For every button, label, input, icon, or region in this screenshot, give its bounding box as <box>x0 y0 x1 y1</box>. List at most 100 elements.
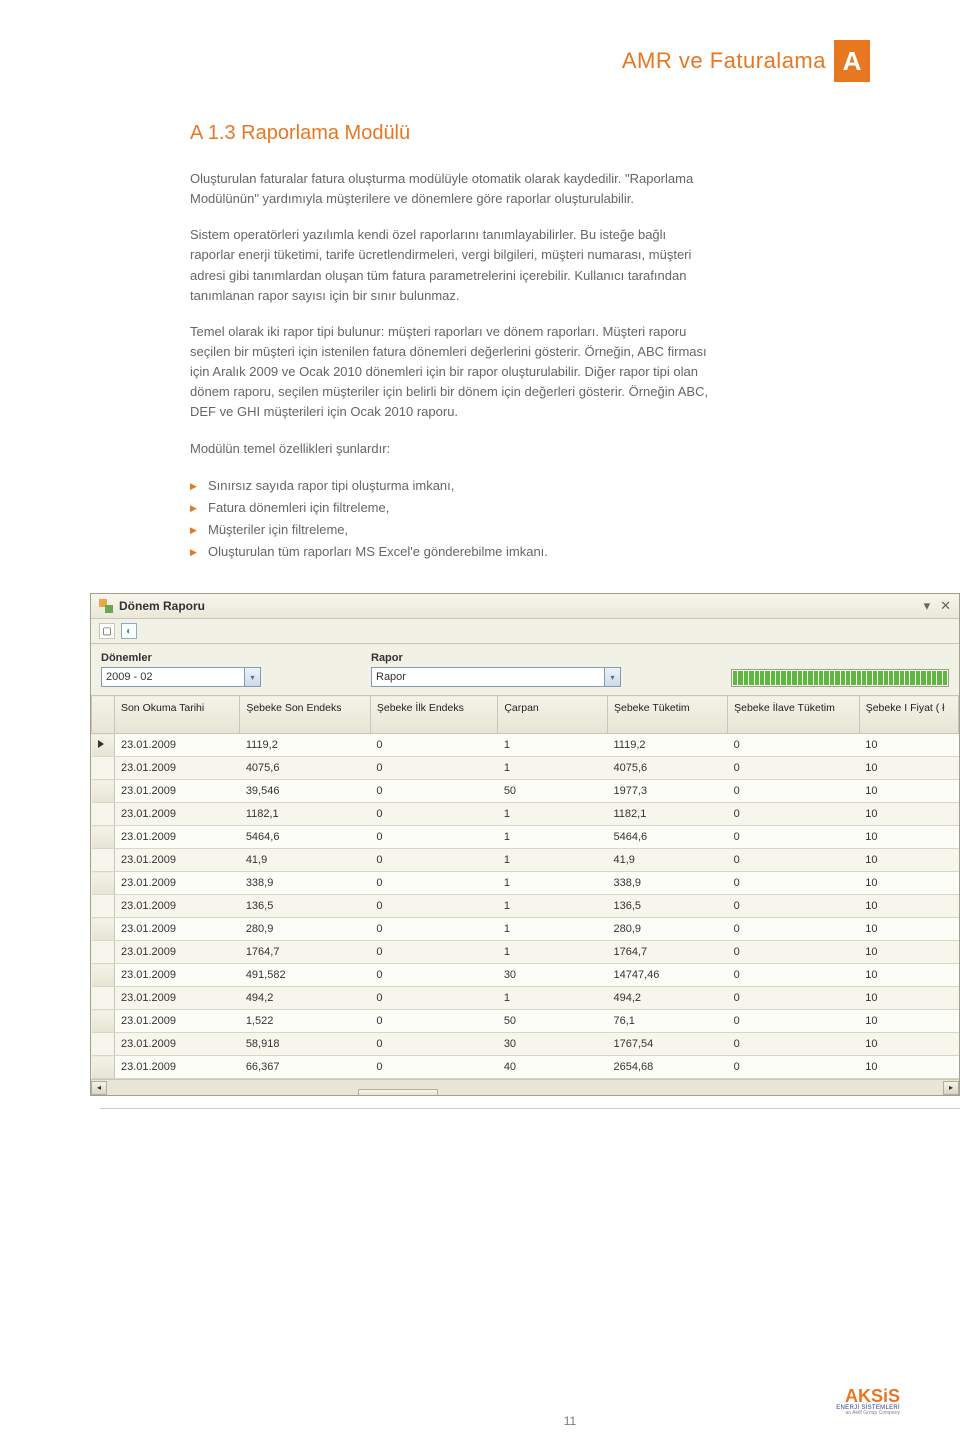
page-number: 11 <box>90 1414 960 1428</box>
scroll-left-icon[interactable]: ◂ <box>91 1081 107 1095</box>
column-header[interactable]: Şebeke I Fiyat ( ł <box>859 696 958 734</box>
table-cell: 1182,1 <box>607 803 727 826</box>
table-cell: 0 <box>728 918 860 941</box>
table-cell: 0 <box>370 918 497 941</box>
brand-name: AKSiS <box>845 1386 900 1406</box>
table-row[interactable]: 23.01.20095464,6015464,6010 <box>92 826 959 849</box>
table-row[interactable]: 23.01.20091182,1011182,1010 <box>92 803 959 826</box>
column-header[interactable]: Şebeke Son Endeks <box>240 696 371 734</box>
table-row[interactable]: 23.01.200939,5460501977,3010 <box>92 780 959 803</box>
data-grid: Son Okuma TarihiŞebeke Son EndeksŞebeke … <box>91 695 959 1095</box>
header-badge: A <box>834 40 870 82</box>
table-row[interactable]: 23.01.2009136,501136,5010 <box>92 895 959 918</box>
table-cell: 1764,7 <box>240 941 371 964</box>
table-cell: 23.01.2009 <box>114 780 239 803</box>
table-cell: 5464,6 <box>240 826 371 849</box>
table-cell: 23.01.2009 <box>114 941 239 964</box>
table-cell: 23.01.2009 <box>114 803 239 826</box>
table-cell: 10 <box>859 803 958 826</box>
table-cell: 10 <box>859 895 958 918</box>
table-cell: 1 <box>498 826 608 849</box>
table-cell: 1 <box>498 803 608 826</box>
table-cell: 50 <box>498 1010 608 1033</box>
table-cell: 1 <box>498 895 608 918</box>
table-cell: 23.01.2009 <box>114 918 239 941</box>
table-cell: 338,9 <box>607 872 727 895</box>
table-cell: 0 <box>728 872 860 895</box>
table-row[interactable]: 23.01.200958,9180301767,54010 <box>92 1033 959 1056</box>
table-cell: 0 <box>370 757 497 780</box>
page-header: AMR ve Faturalama A <box>90 40 870 82</box>
table-cell: 66,367 <box>240 1056 371 1079</box>
brand-sub2: an Aktif Group Company <box>836 1411 900 1416</box>
table-row[interactable]: 23.01.200941,90141,9010 <box>92 849 959 872</box>
table-cell: 0 <box>370 734 497 757</box>
table-cell: 4075,6 <box>240 757 371 780</box>
table-row[interactable]: 23.01.2009280,901280,9010 <box>92 918 959 941</box>
table-cell: 0 <box>728 780 860 803</box>
table-cell: 0 <box>370 1056 497 1079</box>
table-cell: 39,546 <box>240 780 371 803</box>
donemler-combo[interactable]: 2009 - 02 ▾ <box>101 667 261 687</box>
table-cell: 0 <box>370 849 497 872</box>
table-row[interactable]: 23.01.20091764,7011764,7010 <box>92 941 959 964</box>
rapor-combo[interactable]: Rapor ▾ <box>371 667 621 687</box>
table-cell: 0 <box>370 895 497 918</box>
paragraph-3: Temel olarak iki rapor tipi bulunur: müş… <box>190 322 710 423</box>
table-cell: 0 <box>728 987 860 1010</box>
minimize-icon[interactable]: ▾ <box>924 598 931 614</box>
chevron-down-icon: ▾ <box>604 668 620 686</box>
table-cell: 0 <box>728 895 860 918</box>
table-cell: 1 <box>498 849 608 872</box>
table-cell: 0 <box>370 826 497 849</box>
refresh-icon[interactable]: ◐ <box>121 623 137 639</box>
scroll-right-icon[interactable]: ▸ <box>943 1081 959 1095</box>
table-row[interactable]: 23.01.20091119,2011119,2010 <box>92 734 959 757</box>
table-cell: 10 <box>859 872 958 895</box>
column-header[interactable]: Şebeke İlk Endeks <box>370 696 497 734</box>
table-cell: 0 <box>370 1033 497 1056</box>
table-row[interactable]: 23.01.20091,52205076,1010 <box>92 1010 959 1033</box>
close-icon[interactable]: ✕ <box>940 598 951 614</box>
table-cell: 23.01.2009 <box>114 734 239 757</box>
column-header[interactable]: Çarpan <box>498 696 608 734</box>
table-cell: 1 <box>498 757 608 780</box>
table-cell: 1977,3 <box>607 780 727 803</box>
paragraph-2: Sistem operatörleri yazılımla kendi özel… <box>190 225 710 306</box>
table-cell: 280,9 <box>607 918 727 941</box>
table-cell: 10 <box>859 1010 958 1033</box>
table-cell: 0 <box>728 803 860 826</box>
table-cell: 0 <box>728 964 860 987</box>
table-cell: 1182,1 <box>240 803 371 826</box>
export-icon[interactable]: ▢ <box>99 623 115 639</box>
table-cell: 0 <box>728 826 860 849</box>
progress-bar <box>731 669 949 687</box>
table-cell: 0 <box>728 941 860 964</box>
table-cell: 136,5 <box>607 895 727 918</box>
table-cell: 23.01.2009 <box>114 826 239 849</box>
table-cell: 0 <box>728 734 860 757</box>
table-row[interactable]: 23.01.2009494,201494,2010 <box>92 987 959 1010</box>
column-header[interactable]: Şebeke İlave Tüketim <box>728 696 860 734</box>
table-cell: 494,2 <box>607 987 727 1010</box>
table-cell: 23.01.2009 <box>114 872 239 895</box>
table-row[interactable]: 23.01.2009338,901338,9010 <box>92 872 959 895</box>
chevron-down-icon: ▾ <box>244 668 260 686</box>
table-cell: 10 <box>859 918 958 941</box>
rapor-label: Rapor <box>371 652 621 664</box>
table-cell: 1764,7 <box>607 941 727 964</box>
column-header[interactable]: Son Okuma Tarihi <box>114 696 239 734</box>
table-cell: 30 <box>498 964 608 987</box>
table-cell: 10 <box>859 757 958 780</box>
table-cell: 1 <box>498 941 608 964</box>
table-row[interactable]: 23.01.200966,3670402654,68010 <box>92 1056 959 1079</box>
table-row[interactable]: 23.01.2009491,58203014747,46010 <box>92 964 959 987</box>
table-row[interactable]: 23.01.20094075,6014075,6010 <box>92 757 959 780</box>
table-cell: 10 <box>859 941 958 964</box>
table-cell: 4075,6 <box>607 757 727 780</box>
table-cell: 0 <box>728 1056 860 1079</box>
horizontal-scrollbar[interactable]: ◂ ▸ <box>91 1079 959 1095</box>
table-cell: 40 <box>498 1056 608 1079</box>
column-header[interactable]: Şebeke Tüketim <box>607 696 727 734</box>
table-cell: 10 <box>859 734 958 757</box>
